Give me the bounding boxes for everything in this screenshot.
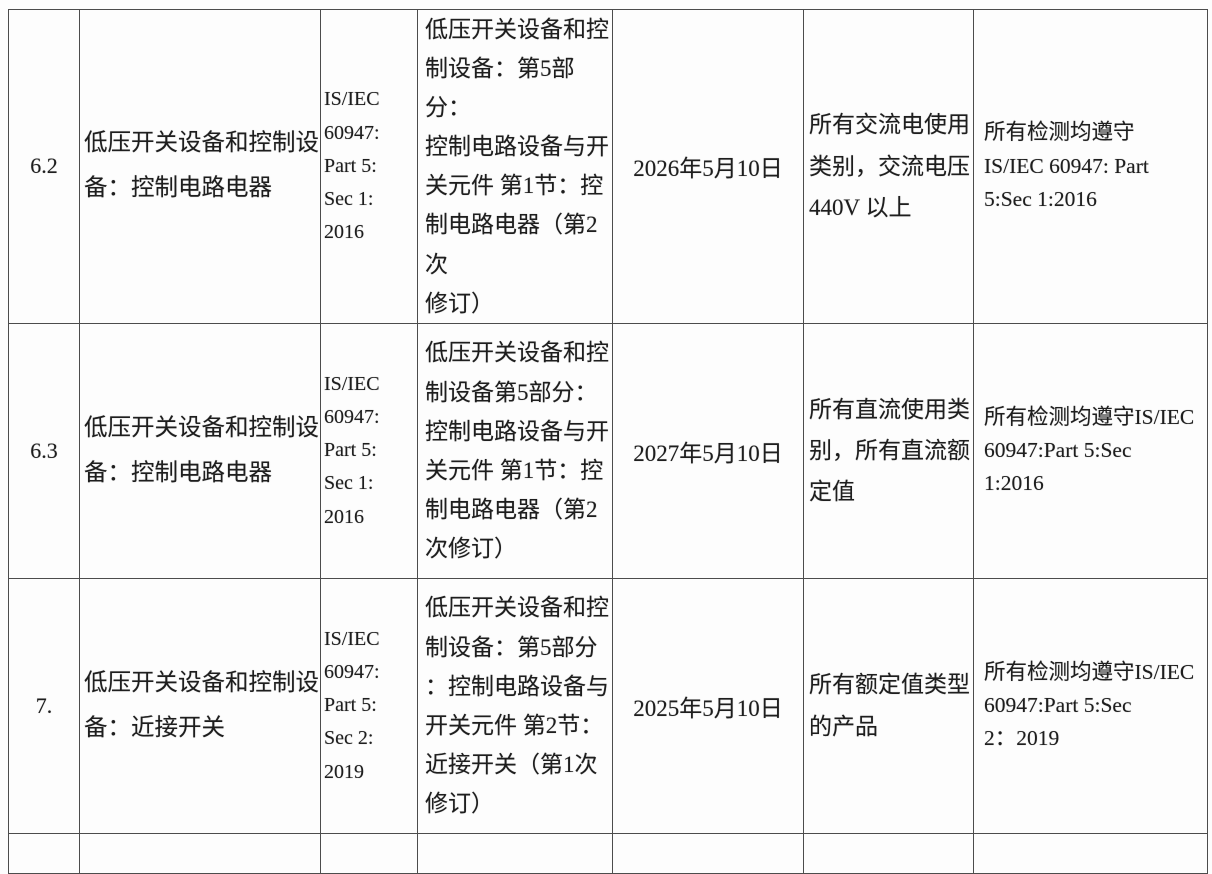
date-cell: 2025年5月10日 — [612, 577, 804, 834]
date-cell: 2026年5月10日 — [612, 9, 804, 324]
remarks-cell: 所有检测均遵守 IS/IEC 60947: Part 5:Sec 1:2016 — [973, 9, 1208, 324]
empty-cell — [417, 832, 613, 874]
standards-table: 6.2 低压开关设备和控制设 备：控制电路电器 IS/IEC 60947: Pa… — [8, 9, 1208, 874]
serial-cell: 6.2 — [8, 9, 80, 324]
scope-cell: 所有直流使用类 别，所有直流额 定值 — [803, 322, 974, 579]
standard-title-cell: 低压开关设备和控 制设备：第5部分 ：控制电路设备与 开关元件 第2节： 近接开… — [417, 577, 613, 834]
date-cell: 2027年5月10日 — [612, 322, 804, 579]
serial-cell: 7. — [8, 577, 80, 834]
table-row: 7. 低压开关设备和控制设 备：近接开关 IS/IEC 60947: Part … — [8, 577, 1208, 834]
document-page: 6.2 低压开关设备和控制设 备：控制电路电器 IS/IEC 60947: Pa… — [0, 9, 1212, 874]
empty-cell — [803, 832, 974, 874]
standard-title-cell: 低压开关设备和控 制设备第5部分： 控制电路设备与开 关元件 第1节：控 制电路… — [417, 322, 613, 579]
serial-cell: 6.3 — [8, 322, 80, 579]
empty-cell — [8, 832, 80, 874]
table-row-partial — [8, 832, 1208, 874]
remarks-cell: 所有检测均遵守IS/IEC 60947:Part 5:Sec 1:2016 — [973, 322, 1208, 579]
scope-cell: 所有交流电使用 类别，交流电压 440V 以上 — [803, 9, 974, 324]
product-cell: 低压开关设备和控制设 备：控制电路电器 — [79, 9, 321, 324]
table-row: 6.3 低压开关设备和控制设 备：控制电路电器 IS/IEC 60947: Pa… — [8, 322, 1208, 579]
remarks-cell: 所有检测均遵守IS/IEC 60947:Part 5:Sec 2：2019 — [973, 577, 1208, 834]
product-cell: 低压开关设备和控制设 备：近接开关 — [79, 577, 321, 834]
standard-cell: IS/IEC 60947: Part 5: Sec 1: 2016 — [320, 9, 418, 324]
scope-cell: 所有额定值类型 的产品 — [803, 577, 974, 834]
product-cell: 低压开关设备和控制设 备：控制电路电器 — [79, 322, 321, 579]
empty-cell — [79, 832, 321, 874]
empty-cell — [320, 832, 418, 874]
table-row: 6.2 低压开关设备和控制设 备：控制电路电器 IS/IEC 60947: Pa… — [8, 9, 1208, 324]
standard-cell: IS/IEC 60947: Part 5: Sec 1: 2016 — [320, 322, 418, 579]
empty-cell — [973, 832, 1208, 874]
standard-title-cell: 低压开关设备和控 制设备：第5部分： 控制电路设备与开 关元件 第1节：控 制电… — [417, 9, 613, 324]
standard-cell: IS/IEC 60947: Part 5: Sec 2: 2019 — [320, 577, 418, 834]
empty-cell — [612, 832, 804, 874]
